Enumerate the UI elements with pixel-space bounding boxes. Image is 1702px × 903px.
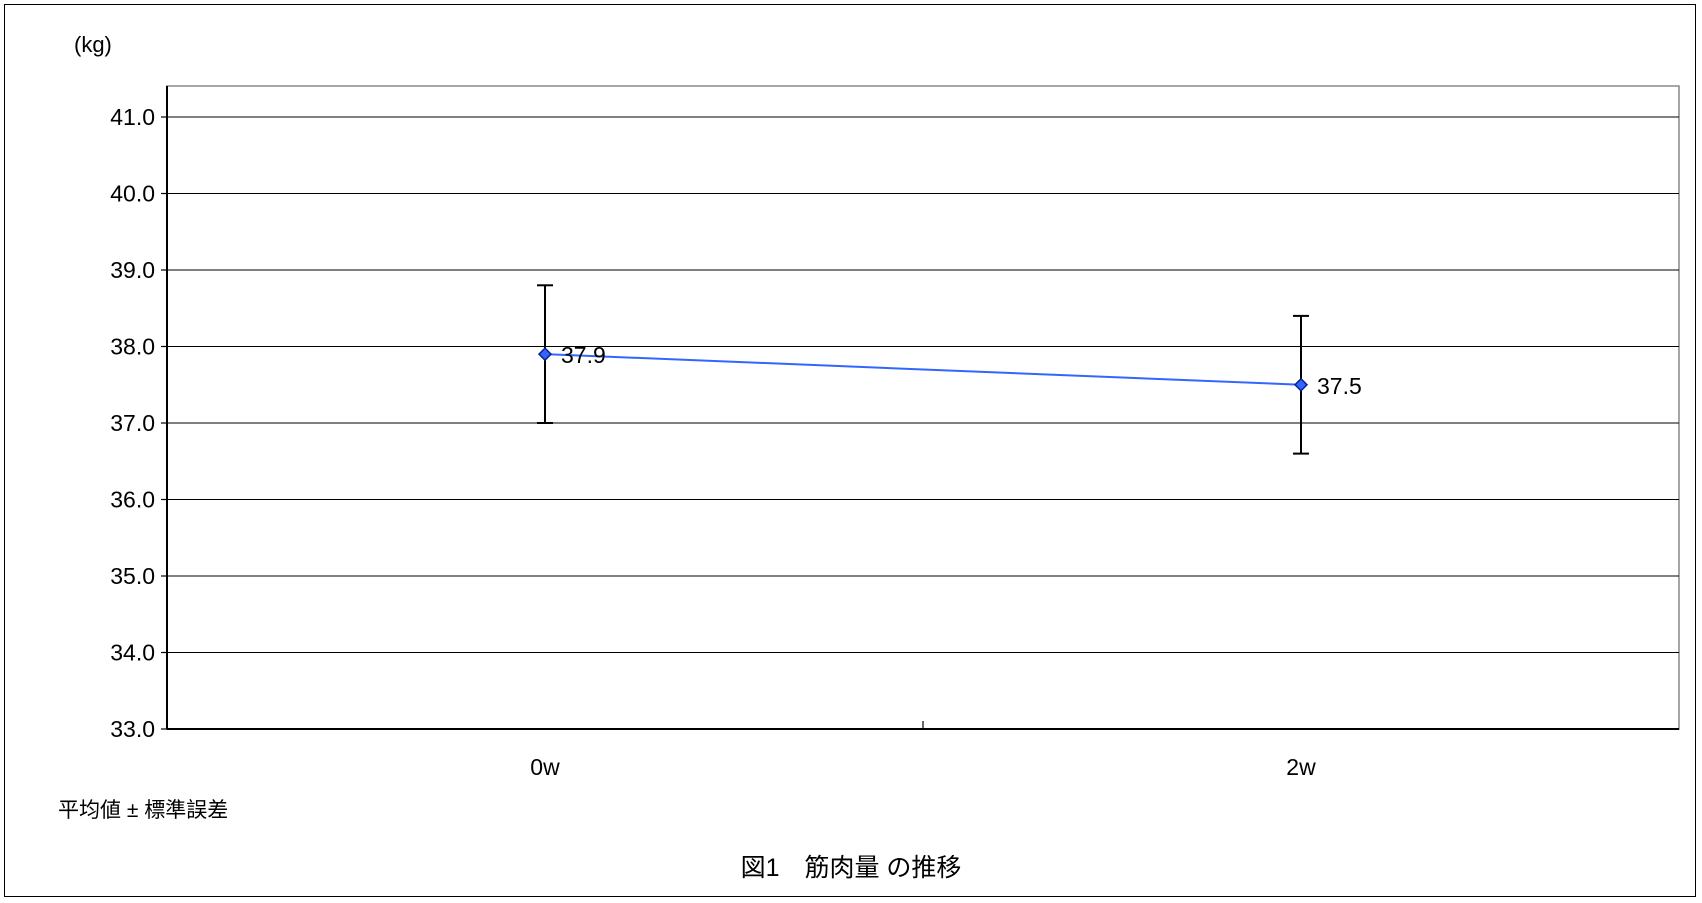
chart-title: 図1 筋肉量 の推移 — [740, 854, 962, 882]
y-tick-label: 35.0 — [110, 563, 155, 589]
plot-area — [166, 85, 1680, 730]
x-tick-label: 2w — [1286, 754, 1316, 780]
y-tick-label: 37.0 — [110, 410, 155, 436]
series-line — [544, 353, 1302, 386]
y-tick-label: 36.0 — [110, 487, 155, 513]
data-label: 37.5 — [1317, 373, 1362, 399]
data-point-marker — [1293, 377, 1309, 392]
y-tick-label: 33.0 — [110, 716, 155, 742]
chart-frame — [4, 4, 1696, 897]
y-axis-unit-label: (kg) — [74, 32, 112, 57]
x-tick-label: 0w — [530, 754, 560, 780]
y-tick-label: 38.0 — [110, 334, 155, 360]
y-tick-label: 40.0 — [110, 181, 155, 207]
error-bar-note: 平均値 ± 標準誤差 — [58, 799, 229, 822]
y-tick-label: 39.0 — [110, 257, 155, 283]
y-tick-label: 34.0 — [110, 640, 155, 666]
data-label: 37.9 — [561, 342, 606, 368]
y-tick-label: 41.0 — [110, 104, 155, 130]
data-point-marker — [537, 347, 553, 362]
